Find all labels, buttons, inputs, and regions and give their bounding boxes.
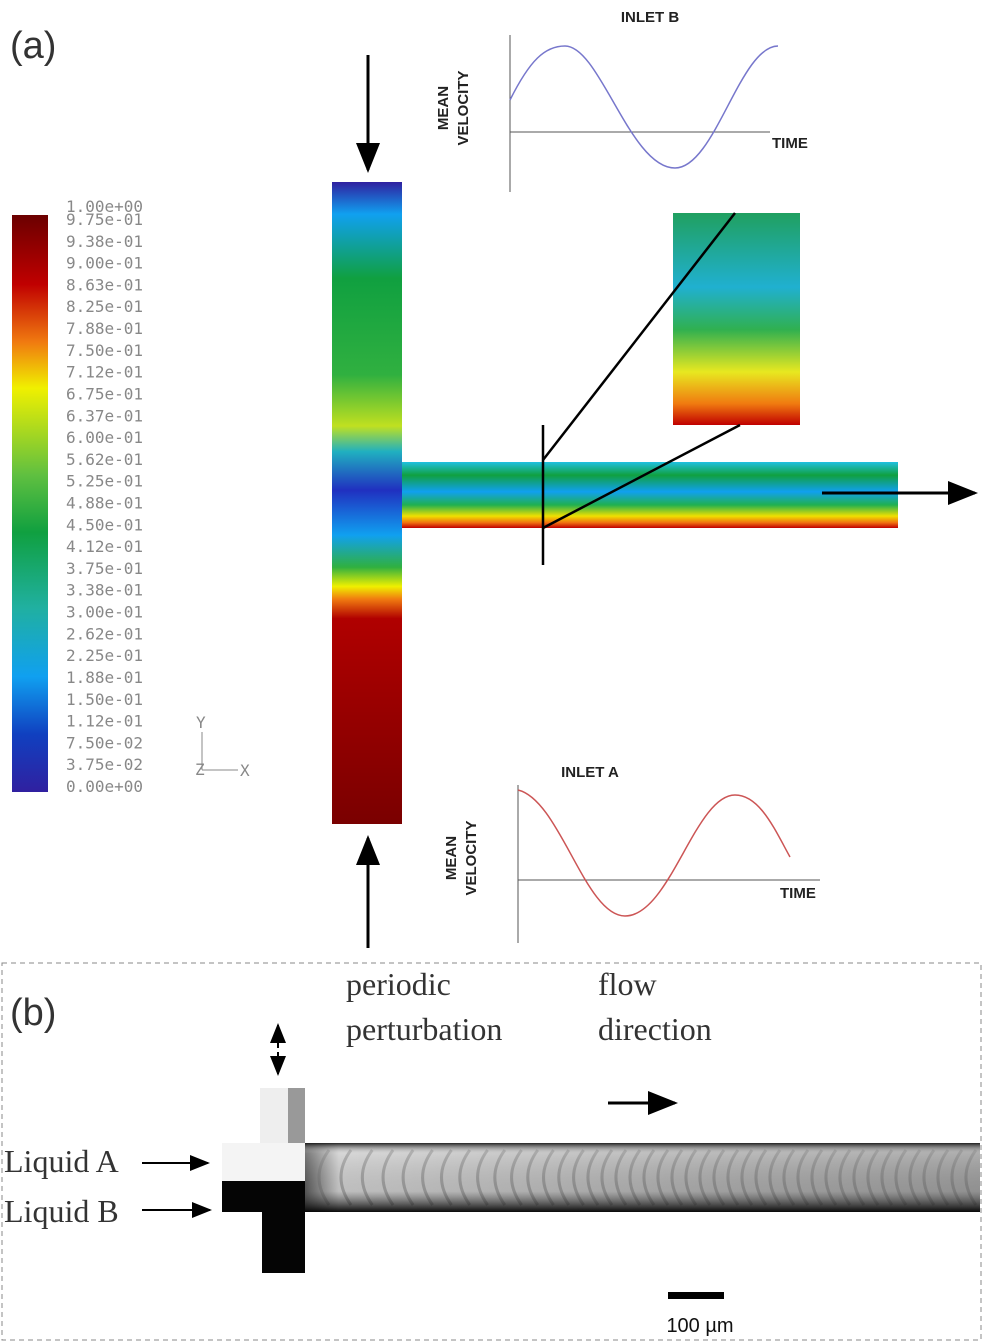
colorbar-label: 3.75e-01 xyxy=(66,559,143,578)
colorbar-label: 1.88e-01 xyxy=(66,668,143,687)
colorbar-labels: 1.00e+009.75e-01 9.38e-01 9.00e-01 8.63e-01… xyxy=(66,197,143,796)
axis-label: X xyxy=(240,761,250,780)
colorbar-label: 7.88e-01 xyxy=(66,319,143,338)
axis-label: Y xyxy=(196,713,206,732)
colorbar-label: 7.50e-02 xyxy=(66,733,143,752)
annotation: periodic xyxy=(346,966,451,1002)
arrows xyxy=(142,1023,678,1218)
x-label: TIME xyxy=(780,885,816,902)
colorbar-label: 7.50e-01 xyxy=(66,341,143,360)
panel-label: (b) xyxy=(10,992,56,1034)
colorbar-label: 6.37e-01 xyxy=(66,406,143,425)
colorbar-label: 1.50e-01 xyxy=(66,690,143,709)
axes-triad xyxy=(201,732,238,771)
colorbar-label: 5.62e-01 xyxy=(66,450,143,469)
colorbar-label: 9.00e-01 xyxy=(66,254,143,273)
scale-label: 100 µm xyxy=(666,1315,733,1337)
colorbar-label: 1.00e+00 xyxy=(66,197,143,216)
colorbar-label: 0.00e+00 xyxy=(66,777,143,796)
colorbar-label: 4.50e-01 xyxy=(66,515,143,534)
colorbar-label: 8.63e-01 xyxy=(66,275,143,294)
input-label: Liquid B xyxy=(4,1193,119,1229)
colorbar-label: 4.12e-01 xyxy=(66,537,143,556)
colorbar-label: 3.75e-02 xyxy=(66,755,143,774)
y-label: VELOCITY xyxy=(463,820,480,895)
axis-label: Z xyxy=(195,760,205,779)
annotation: flow xyxy=(598,966,657,1002)
plot-title: INLET B xyxy=(621,9,679,26)
scale-bar xyxy=(668,1292,724,1299)
panel-label: (a) xyxy=(10,25,56,67)
inset xyxy=(673,213,800,425)
colorbar-label: 1.12e-01 xyxy=(66,712,143,731)
annotation: direction xyxy=(598,1011,712,1047)
channel-inlet xyxy=(332,182,402,824)
inlet-b-plot xyxy=(509,35,779,192)
colorbar-label: 9.38e-01 xyxy=(66,232,143,251)
x-label: TIME xyxy=(772,135,808,152)
inlet-a-plot xyxy=(517,785,820,943)
colorbar-label: 5.25e-01 xyxy=(66,472,143,491)
panel-frame xyxy=(1,962,982,1341)
colorbar-label: 8.25e-01 xyxy=(66,297,143,316)
colorbar-label: 3.38e-01 xyxy=(66,581,143,600)
y-label: MEAN xyxy=(435,86,452,130)
input-label: Liquid A xyxy=(4,1143,119,1179)
colorbar-label: 4.88e-01 xyxy=(66,494,143,513)
zoom-lines xyxy=(541,212,741,565)
colorbar-label: 7.12e-01 xyxy=(66,363,143,382)
plot-title: INLET A xyxy=(561,764,619,781)
colorbar-label: 3.00e-01 xyxy=(66,603,143,622)
colorbar-label: 2.62e-01 xyxy=(66,624,143,643)
colorbar-label: 6.75e-01 xyxy=(66,384,143,403)
y-label: MEAN xyxy=(443,836,460,880)
colorbar-label: 2.25e-01 xyxy=(66,646,143,665)
flow-arrows xyxy=(356,55,978,948)
annotation: perturbation xyxy=(346,1011,502,1047)
colorbar-label: 6.00e-01 xyxy=(66,428,143,447)
micrograph xyxy=(222,1088,980,1273)
colorbar-label: 9.75e-01 xyxy=(66,210,143,229)
y-label: VELOCITY xyxy=(455,70,472,145)
colorbar xyxy=(12,215,48,792)
